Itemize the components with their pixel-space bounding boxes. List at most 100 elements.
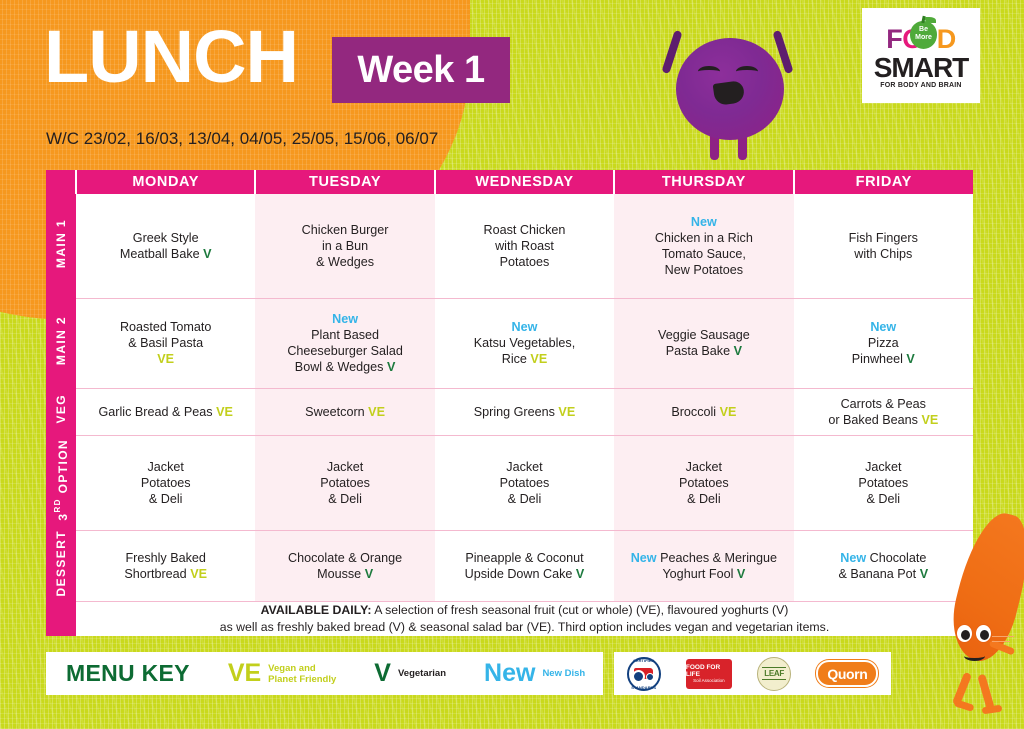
diet-tag: VE: [921, 412, 939, 427]
plum-left-leg: [710, 132, 719, 160]
diet-tag: V: [575, 566, 585, 581]
apple-icon: [910, 16, 937, 49]
menu-cell: Chicken Burger in a Bun & Wedges: [255, 194, 435, 299]
menu-cell: New Peaches & Meringue Yoghurt Fool V: [614, 530, 794, 602]
carrot-right-foot: [981, 704, 1003, 715]
quorn-badge: Quorn: [816, 660, 879, 687]
row-label-veg: VEG: [46, 388, 76, 435]
new-badge-text: New: [840, 550, 867, 565]
tractor-glyph: [632, 668, 655, 683]
menu-key-item-ve: VE Vegan and Planet Friendly: [228, 659, 336, 688]
menu-cell: Sweetcorn VE: [255, 388, 435, 436]
logo-be-line: Be: [919, 25, 928, 33]
plum-right-eye: [736, 66, 758, 77]
red-tractor-text: CERTIFIED STANDARDS: [627, 657, 661, 691]
menu-row-3rd-option: 3RD OPTION Jacket Potatoes & Deli Jacket Pota…: [46, 435, 973, 531]
logo-be-more-text: Be More: [910, 26, 937, 42]
diet-tag: VE: [157, 352, 175, 366]
menu-cell: Jacket Potatoes & Deli: [255, 435, 435, 531]
menu-cell: Jacket Potatoes & Deli: [793, 435, 973, 531]
menu-row-dessert: DESSERT Freshly Baked Shortbread VE Chocola…: [46, 530, 973, 602]
plum-left-eye: [698, 66, 720, 77]
menu-key-item-new: New New Dish: [484, 659, 585, 688]
new-symbol: New: [484, 659, 536, 687]
carrot-body: [942, 506, 1024, 668]
diet-tag: VE: [190, 566, 207, 581]
red-tractor-badge: CERTIFIED STANDARDS: [626, 656, 661, 691]
day-header-friday: FRIDAY: [792, 170, 973, 194]
menu-cell: Freshly Baked Shortbread VE: [76, 530, 256, 602]
new-description: New Dish: [542, 668, 586, 679]
soil-association-line1: FOOD FOR LIFE: [685, 663, 721, 678]
menu-row-main-2: MAIN 2 Roasted Tomato & Basil Pasta VE New Pl…: [46, 298, 973, 389]
day-header-thursday: THURSDAY: [613, 170, 794, 194]
logo-word-food: FO D: [869, 23, 973, 54]
logo-more-line: More: [915, 33, 932, 41]
menu-cell: New Plant Based Cheeseburger Salad Bowl & W…: [255, 298, 435, 389]
menu-cell: Jacket Potatoes & Deli: [434, 435, 615, 531]
available-daily-row: AVAILABLE DAILY: A selection of fresh se…: [46, 601, 973, 636]
menu-cell: Veggie Sausage Pasta Bake V: [614, 298, 794, 389]
menu-cell: Garlic Bread & Peas VE: [76, 388, 256, 436]
ve-symbol: VE: [227, 659, 262, 687]
menu-cell: Fish Fingers with Chips: [793, 194, 973, 299]
week-badge: Week 1: [332, 37, 510, 103]
plum-right-leg: [738, 132, 747, 160]
carrot-left-foot: [953, 699, 975, 712]
day-header-monday: MONDAY: [74, 170, 256, 194]
diet-tag: V: [733, 344, 743, 358]
logo-letter-d: D: [936, 23, 957, 54]
quorn-label: Quorn: [827, 665, 868, 682]
logo-letter-f: F: [886, 23, 903, 54]
logo-tagline: FOR BODY AND BRAIN: [880, 81, 962, 89]
menu-cell: Greek Style Meatball Bake V: [76, 194, 256, 299]
ve-desc-line1: Vegan and: [268, 662, 316, 674]
leaf-marque-text: LEAF: [762, 667, 786, 680]
diet-tag: VE: [719, 404, 737, 419]
diet-tag: V: [386, 360, 396, 374]
diet-tag: VE: [368, 404, 385, 419]
diet-tag: VE: [216, 404, 233, 419]
carrot-character-illustration: [942, 506, 1024, 727]
menu-key-title: MENU KEY: [66, 660, 190, 686]
v-description: Vegetarian: [397, 668, 447, 679]
new-badge-text: New: [332, 312, 359, 326]
leaf-marque-badge: LEAF: [757, 656, 792, 691]
diet-tag: VE: [530, 352, 548, 366]
menu-cell: New Chicken in a Rich Tomato Sauce, New Pot…: [614, 194, 794, 299]
day-header-tuesday: TUESDAY: [254, 170, 435, 194]
menu-key-panel: MENU KEY VE Vegan and Planet Friendly V …: [46, 652, 603, 695]
weekly-menu-table: MONDAY TUESDAY WEDNESDAY THURSDAY FRIDAY…: [46, 170, 973, 636]
menu-cell: Pineapple & Coconut Upside Down Cake V: [434, 530, 615, 602]
carrot-whisker-top: [992, 636, 1014, 637]
menu-row-veg: VEG Garlic Bread & Peas VE Sweetcorn VE Spr…: [46, 388, 973, 436]
row-label-main-1: MAIN 1: [46, 194, 76, 298]
menu-cell: New Chocolate & Banana Pot V: [793, 530, 973, 602]
day-header-wednesday: WEDNESDAY: [433, 170, 615, 194]
carrot-whisker-bottom: [992, 641, 1010, 642]
available-daily-note: AVAILABLE DAILY: A selection of fresh se…: [76, 601, 973, 636]
plum-character-illustration: [648, 14, 808, 174]
menu-row-main-1: MAIN 1 Greek Style Meatball Bake V Chicken …: [46, 194, 973, 299]
diet-tag: VE: [558, 404, 576, 419]
page-title: LUNCH: [44, 15, 299, 98]
menu-key-item-v: V Vegetarian: [374, 659, 446, 688]
menu-cell: Chocolate & Orange Mousse V: [255, 530, 435, 602]
menu-table-body: MAIN 1 Greek Style Meatball Bake V Chicken …: [46, 194, 973, 636]
row-label-3rd-option: 3RD OPTION: [46, 435, 76, 530]
brand-logo: FO D Be More SMART FOR BODY AND BRAIN: [862, 8, 980, 103]
ve-desc-line2: Planet Friendly: [268, 673, 337, 685]
soil-association-line2: Soil Association: [693, 677, 725, 683]
corner-cell: [46, 170, 76, 194]
menu-cell: Spring Greens VE: [434, 388, 615, 436]
carrot-left-eye: [956, 624, 973, 643]
diet-tag: V: [919, 566, 929, 581]
row-label-main-2: MAIN 2: [46, 298, 76, 388]
menu-cell: New Pizza Pinwheel V: [793, 298, 973, 389]
row-label-dessert: DESSERT: [46, 530, 76, 602]
soil-association-badge: FOOD FOR LIFE Soil Association: [685, 658, 732, 689]
carrot-right-eye: [975, 624, 992, 643]
logo-word-smart: SMART: [873, 51, 970, 83]
menu-cell: Carrots & Peas or Baked Beans VE: [793, 388, 973, 436]
